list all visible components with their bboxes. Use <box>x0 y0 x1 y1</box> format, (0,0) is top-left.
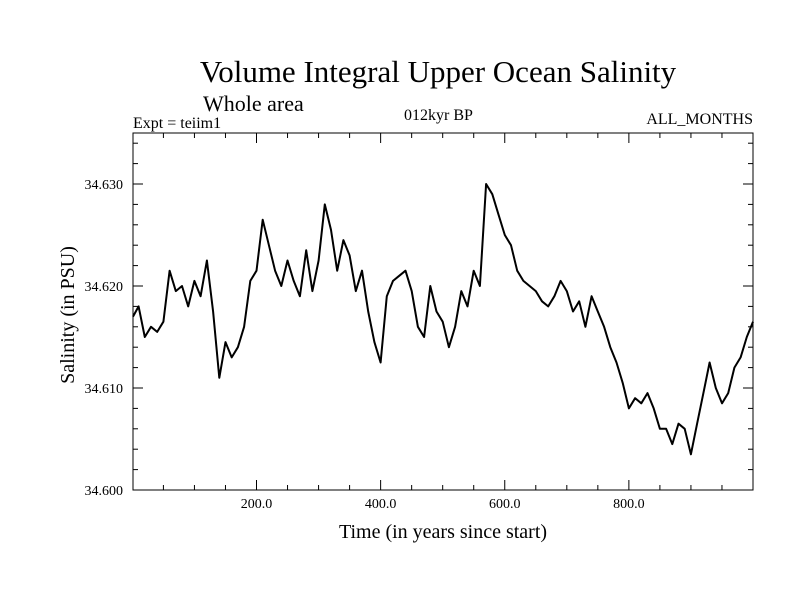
x-axis-label: Time (in years since start) <box>338 521 548 543</box>
salinity-series-line <box>132 183 754 456</box>
y-tick-label: 34.600 <box>85 484 124 499</box>
x-tick-label: 600.0 <box>489 497 521 512</box>
chart-subtitle: Whole area <box>203 91 304 116</box>
y-tick-label: 34.610 <box>85 382 124 397</box>
x-tick-label: 800.0 <box>613 497 645 512</box>
months-label: ALL_MONTHS <box>646 111 753 128</box>
axis-ticks <box>133 133 753 491</box>
tick-labels: 200.0 400.0 600.0 800.0 34.600 34.610 34.620 34… <box>85 178 645 512</box>
x-tick-label: 400.0 <box>365 497 397 512</box>
plot-frame <box>132 132 754 491</box>
chart-title: Volume Integral Upper Ocean Salinity <box>199 54 677 89</box>
y-tick-label: 34.630 <box>85 178 124 193</box>
x-tick-label: 200.0 <box>241 497 273 512</box>
experiment-label: Expt = teiim1 <box>133 115 222 132</box>
period-label: 012kyr BP <box>404 107 473 124</box>
y-tick-label: 34.620 <box>85 280 124 295</box>
